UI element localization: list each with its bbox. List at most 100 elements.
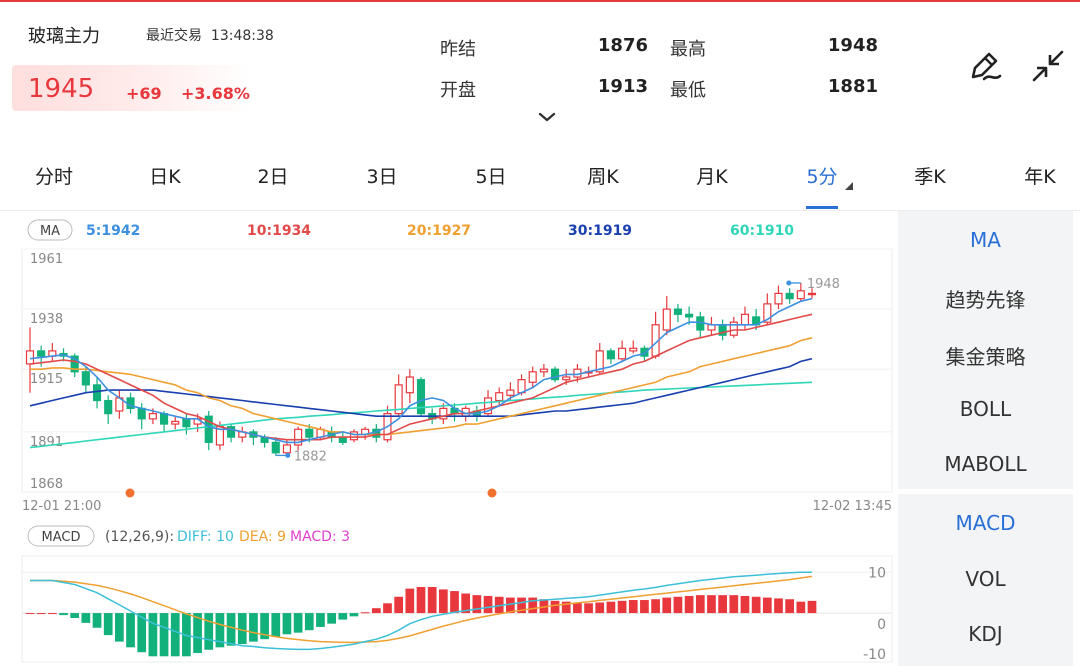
- macd-bar-negative: [338, 613, 348, 620]
- macd-bar-positive: [47, 613, 57, 615]
- tab-daily-k[interactable]: 日K: [149, 166, 181, 188]
- indicator-vol[interactable]: VOL: [965, 567, 1006, 591]
- ma-legend-ma5: 5:1942: [86, 223, 140, 239]
- quote-value-high: 1948: [827, 35, 878, 56]
- main-panel-frame: [21, 248, 893, 493]
- macd-bar-negative: [92, 613, 102, 628]
- quote-label-low: 最低: [670, 80, 706, 101]
- collapse-arrows-icon[interactable]: [1028, 46, 1068, 86]
- candle-down: [104, 399, 113, 415]
- indicator-boll[interactable]: BOLL: [959, 397, 1012, 421]
- macd-bar-positive: [606, 601, 616, 614]
- tab-intraday[interactable]: 分时: [34, 166, 73, 188]
- macd-bar-negative: [148, 613, 158, 657]
- active-tab-indicator: [806, 206, 838, 209]
- macd-bar-negative: [304, 613, 314, 631]
- candle-down: [227, 426, 236, 438]
- tab-5min[interactable]: 5分: [806, 166, 838, 188]
- ma-line-ma5: [29, 297, 813, 444]
- macd-y-tick-label: 0: [877, 617, 886, 633]
- candle-up: [495, 392, 504, 402]
- macd-bar-negative: [204, 613, 214, 650]
- ma-legend-ma30: 30:1919: [568, 223, 632, 239]
- macd-bar-negative: [293, 613, 303, 633]
- main-y-tick-label: 1915: [30, 372, 63, 387]
- macd-bar-negative: [170, 613, 180, 657]
- macd-bar-positive: [729, 595, 739, 614]
- macd-bar-positive: [573, 602, 582, 614]
- price-change: +69: [126, 84, 162, 103]
- macd-bar-positive: [740, 595, 750, 614]
- macd-bar-negative: [215, 613, 225, 648]
- macd-legend-macd: MACD: 3: [290, 529, 350, 545]
- ma-legend-ma20: 20:1927: [407, 223, 471, 239]
- ma-indicator-button-label: MA: [40, 224, 60, 239]
- candle-up: [171, 420, 180, 425]
- macd-bar-negative: [226, 613, 236, 646]
- period-dropdown-caret-icon[interactable]: [845, 182, 853, 190]
- ma-line-ma10: [29, 313, 813, 441]
- macd-bar-positive: [785, 599, 795, 614]
- indicator-macd[interactable]: MACD: [955, 511, 1016, 535]
- quote-value-open: 1913: [597, 76, 648, 97]
- indicator-ma[interactable]: MA: [970, 228, 1001, 252]
- instrument-name: 玻璃主力: [28, 26, 100, 47]
- ma-legend-ma10: 10:1934: [247, 223, 311, 239]
- macd-bar-negative: [271, 613, 281, 637]
- candle-up: [528, 371, 537, 383]
- macd-bar-positive: [539, 599, 549, 614]
- macd-bar-positive: [472, 595, 482, 614]
- macd-bar-positive: [25, 613, 35, 615]
- candle-up: [796, 290, 805, 300]
- last-price: 1945: [28, 74, 95, 104]
- candle-up: [729, 321, 738, 336]
- candle-down: [550, 368, 560, 381]
- indicator-kdj[interactable]: KDJ: [968, 622, 1003, 646]
- candle-up: [394, 384, 403, 415]
- indicator-trend-pioneer[interactable]: 趋势先锋: [945, 288, 1026, 312]
- chevron-down-icon[interactable]: [538, 110, 556, 124]
- macd-bar-negative: [316, 613, 325, 627]
- indicator-gold-strategy[interactable]: 集金策略: [945, 345, 1026, 369]
- tab-weekly-k[interactable]: 周K: [587, 166, 619, 188]
- tab-quarterly-k[interactable]: 季K: [914, 166, 946, 188]
- macd-bar-positive: [427, 586, 437, 614]
- macd-bar-positive: [707, 595, 716, 614]
- macd-bar-positive: [595, 602, 605, 614]
- candle-up: [148, 413, 157, 420]
- tab-yearly-k[interactable]: 年K: [1024, 166, 1056, 188]
- tab-2day[interactable]: 2日: [257, 166, 289, 188]
- low-marker-dot: [285, 452, 291, 458]
- ma-indicator-button: [27, 219, 73, 241]
- indicator-maboll[interactable]: MABOLL: [944, 452, 1027, 476]
- tab-3day[interactable]: 3日: [366, 166, 398, 188]
- candle-up: [405, 376, 414, 394]
- candle-up: [763, 303, 772, 323]
- macd-bar-positive: [584, 603, 593, 614]
- macd-bar-positive: [438, 589, 448, 614]
- main-y-tick-label: 1868: [30, 477, 63, 492]
- quote-label-open: 开盘: [440, 80, 476, 101]
- macd-bar-negative: [159, 613, 169, 657]
- candle-down: [182, 418, 191, 428]
- macd-panel-frame: [21, 555, 893, 663]
- tab-monthly-k[interactable]: 月K: [696, 166, 728, 188]
- macd-bar-negative: [137, 613, 147, 653]
- macd-legend-diff: DIFF: 10: [177, 529, 234, 545]
- main-y-tick-label: 1938: [30, 312, 63, 327]
- candle-up: [439, 407, 448, 420]
- candle-down: [305, 428, 314, 438]
- macd-bar-negative: [115, 613, 124, 642]
- macd-bar-negative: [260, 613, 269, 640]
- tab-5day[interactable]: 5日: [475, 166, 507, 188]
- price-highlight: [12, 65, 252, 111]
- pen-edit-icon[interactable]: [964, 46, 1004, 86]
- macd-bar-positive: [762, 597, 772, 614]
- candle-up: [774, 292, 783, 305]
- macd-bar-negative: [59, 613, 68, 616]
- macd-bar-positive: [371, 608, 381, 614]
- candle-down: [338, 436, 347, 443]
- candle-down: [640, 347, 649, 357]
- macd-bar-positive: [796, 601, 806, 614]
